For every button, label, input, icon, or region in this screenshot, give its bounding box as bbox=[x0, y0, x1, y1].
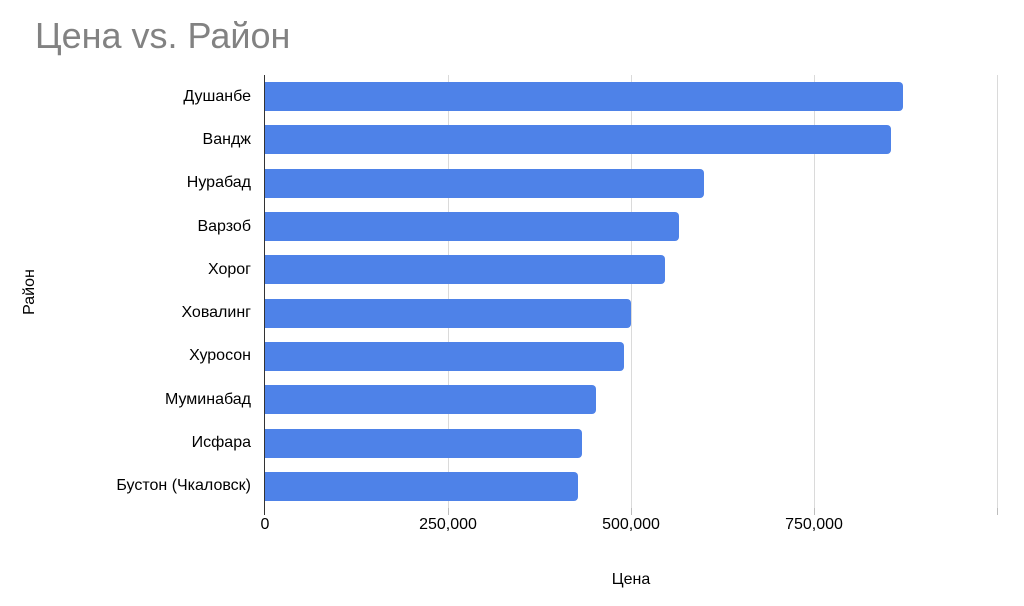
tick-mark bbox=[814, 508, 815, 515]
gridline bbox=[997, 75, 998, 508]
category-label: Исфара bbox=[191, 434, 251, 452]
bar[interactable] bbox=[265, 168, 705, 198]
x-axis-tick-labels: 0 250,000 500,000 750,000 bbox=[261, 516, 997, 536]
category-label: Варзоб bbox=[197, 217, 251, 235]
bar-row: Нурабад bbox=[0, 162, 997, 205]
plot-area bbox=[265, 75, 998, 508]
gridline bbox=[631, 75, 632, 508]
gridline bbox=[814, 75, 815, 508]
bar-track bbox=[265, 205, 997, 248]
category-label: Душанбе bbox=[183, 87, 251, 105]
bar[interactable] bbox=[265, 385, 596, 415]
bar-track bbox=[265, 378, 997, 421]
bar-rows: Душанбе Вандж Нурабад Варзоб Хорог Ховалинг Ху… bbox=[0, 75, 997, 508]
bar-track bbox=[265, 335, 997, 378]
category-label: Ховалинг bbox=[181, 304, 251, 322]
bar-track bbox=[265, 118, 997, 161]
x-axis-tick-marks bbox=[265, 508, 998, 516]
bar[interactable] bbox=[265, 125, 891, 155]
bar-row: Муминабад bbox=[0, 378, 997, 421]
category-label: Бустон (Чкаловск) bbox=[116, 477, 251, 495]
bar-track bbox=[265, 291, 997, 334]
category-label: Хуросон bbox=[189, 347, 251, 365]
bar[interactable] bbox=[265, 212, 680, 242]
category-label: Нурабад bbox=[186, 174, 251, 192]
tick-mark bbox=[448, 508, 449, 515]
tick-label: 0 bbox=[260, 516, 270, 533]
bar-row: Исфара bbox=[0, 421, 997, 464]
bar[interactable] bbox=[265, 471, 579, 501]
bar[interactable] bbox=[265, 428, 582, 458]
tick-label: 750,000 bbox=[785, 516, 843, 533]
y-axis-line bbox=[264, 75, 265, 515]
bar[interactable] bbox=[265, 255, 666, 285]
bar-track bbox=[265, 465, 997, 508]
bar-row: Вандж bbox=[0, 118, 997, 161]
gridline bbox=[448, 75, 449, 508]
x-axis-title: Цена bbox=[611, 571, 651, 588]
bar-track bbox=[265, 248, 997, 291]
tick-label: 250,000 bbox=[419, 516, 477, 533]
tick-mark bbox=[997, 508, 998, 515]
bar-track bbox=[265, 421, 997, 464]
bar-track bbox=[265, 162, 997, 205]
bar-row: Хуросон bbox=[0, 335, 997, 378]
bar-row: Душанбе bbox=[0, 75, 997, 118]
tick-mark bbox=[631, 508, 632, 515]
category-label: Муминабад bbox=[164, 390, 251, 408]
bar[interactable] bbox=[265, 82, 904, 112]
bar-row: Ховалинг bbox=[0, 291, 997, 334]
bar-track bbox=[265, 75, 997, 118]
bar-row: Варзоб bbox=[0, 205, 997, 248]
bar-row: Хорог bbox=[0, 248, 997, 291]
chart-title: Цена vs. Район bbox=[35, 15, 291, 56]
category-label: Вандж bbox=[202, 130, 251, 148]
bar[interactable] bbox=[265, 298, 631, 328]
category-label: Хорог bbox=[207, 260, 251, 278]
bar-row: Бустон (Чкаловск) bbox=[0, 465, 997, 508]
bar[interactable] bbox=[265, 341, 624, 371]
tick-label: 500,000 bbox=[602, 516, 660, 533]
